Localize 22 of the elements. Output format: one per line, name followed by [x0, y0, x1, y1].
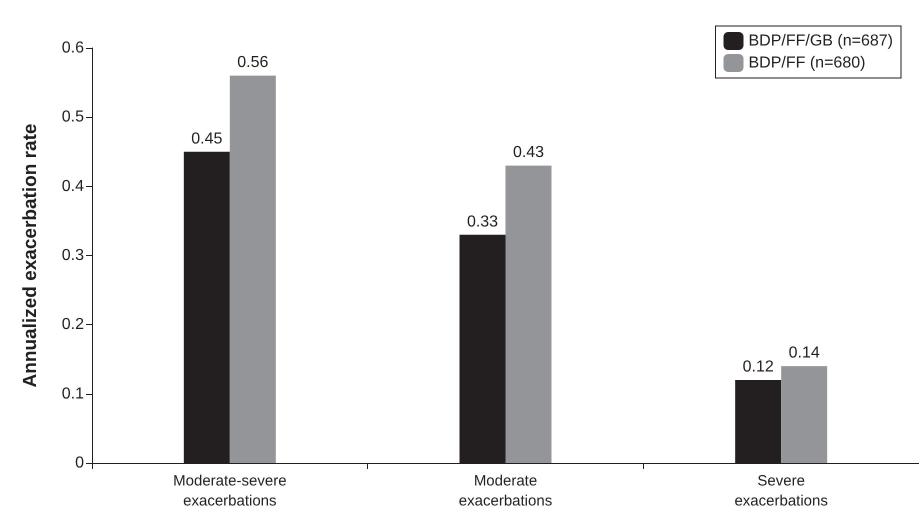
- y-tick-label: 0.4: [62, 178, 84, 195]
- bar: [506, 166, 552, 463]
- data-label: 0.33: [466, 213, 498, 230]
- x-tick-label: Severe exacerbations: [734, 472, 828, 510]
- data-label: 0.14: [788, 344, 820, 362]
- data-label: 0.12: [742, 358, 774, 376]
- data-label: 0.45: [191, 130, 223, 148]
- y-tick-label: 0.1: [62, 385, 84, 402]
- x-tick-label: Moderate-severe exacerbations: [173, 472, 287, 510]
- legend-label: BDP/FF (n=680): [748, 54, 866, 72]
- bar: [230, 76, 276, 463]
- y-tick-label: 0.6: [62, 40, 84, 56]
- x-tick-label: Moderate exacerbations: [458, 472, 552, 510]
- data-label: 0.43: [512, 144, 544, 162]
- data-label: 0.56: [237, 54, 269, 72]
- y-tick-label: 0.5: [62, 108, 84, 126]
- y-axis-title: Annualized exacerbation rate: [20, 124, 41, 388]
- y-tick-label: 0: [75, 454, 84, 472]
- legend-label: BDP/FF/GB (n=687): [748, 32, 894, 50]
- y-tick-label: 0.2: [62, 316, 84, 334]
- y-tick-label: 0.3: [62, 247, 84, 264]
- bar: [781, 366, 828, 463]
